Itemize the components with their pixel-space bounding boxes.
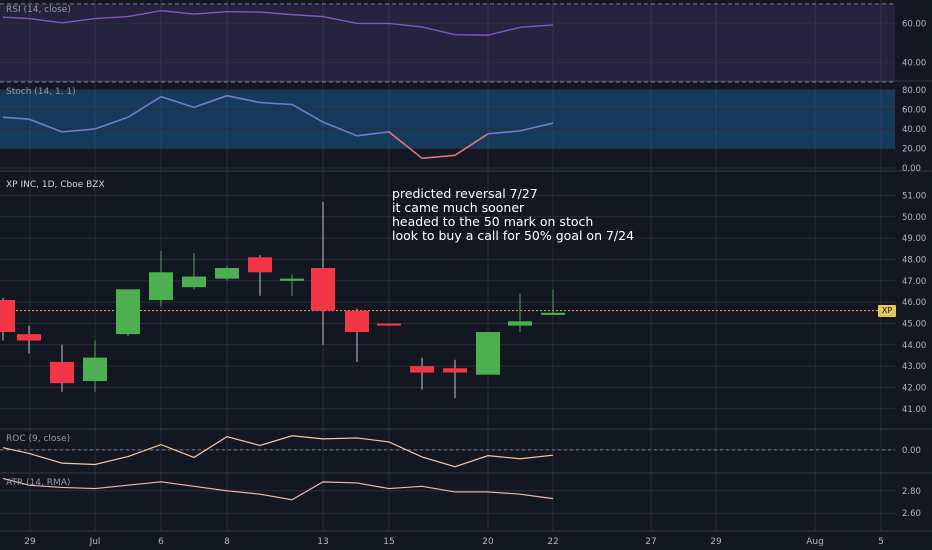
candle-body [443,368,467,373]
x-tick-label: 29 [24,537,36,547]
annotation-line: it came much sooner [392,200,525,215]
candle-body [149,272,173,300]
candle-body [280,278,304,281]
roc-line [2,435,554,468]
y-tick-label: 2.60 [902,509,921,519]
candle-body [83,357,107,382]
y-tick-label: 51.00 [902,191,926,201]
annotation-line: headed to the 50 mark on stoch [392,214,594,229]
rsi-line [2,10,554,36]
y-tick-label: 43.00 [902,362,926,372]
annotation-line: look to buy a call for 50% goal on 7/24 [392,228,635,243]
y-tick-label: 42.00 [902,383,926,393]
candle-body [508,321,532,326]
last-price-tag: XP [878,305,896,317]
roc-panel-label: ROC (9, close) [6,434,71,444]
x-tick-label: 22 [547,537,558,547]
stoch-band [0,89,895,149]
y-tick-label: 60.00 [902,19,926,29]
stoch-k-segment [127,95,162,118]
x-tick-label: 5 [878,537,884,547]
candle-body [50,361,74,384]
y-tick-label: 41.00 [902,405,926,415]
candle-body [182,276,206,288]
y-tick-label: 50.00 [902,213,926,223]
stoch-k-segment [356,131,390,137]
stoch-k-segment [322,121,358,137]
y-tick-label: 40.00 [902,58,926,68]
atr-panel-label: ATR (14, RMA) [6,478,71,488]
candle-body [377,323,401,326]
y-tick-label: 0.00 [902,164,921,174]
x-tick-label: 29 [710,537,722,547]
stoch-k-segment [2,116,30,120]
stoch-k-segment [226,94,261,104]
y-tick-label: 45.00 [902,319,926,329]
y-tick-label: 46.00 [902,298,926,308]
x-tick-label: Aug [806,537,824,547]
y-tick-label: 48.00 [902,255,926,265]
stoch-k-segment [28,118,63,133]
x-tick-label: 13 [317,537,328,547]
y-tick-label: 49.00 [902,234,926,244]
y-tick-label: 60.00 [902,105,926,115]
price-panel-label: XP INC, 1D, Cboe BZX [6,180,105,190]
y-tick-label: 44.00 [902,341,926,351]
y-tick-label: 20.00 [902,144,926,154]
candle-body [476,332,500,375]
y-tick-label: 80.00 [902,86,926,96]
stoch-k-segment [487,130,521,135]
stoch-k-segment [259,101,293,106]
candle-body [17,334,41,341]
y-tick-label: 0.00 [902,446,921,456]
stoch-panel-label: Stoch (14, 1, 1) [6,87,76,97]
x-tick-label: 8 [224,537,230,547]
x-tick-label: 15 [383,537,394,547]
x-tick-label: Jul [89,537,101,547]
y-tick-label: 47.00 [902,277,926,287]
stoch-k-segment [193,94,228,109]
candle-body [248,257,272,273]
stoch-k-segment [94,116,129,130]
stoch-k-segment [160,95,195,109]
stoch-k-segment [421,154,456,160]
y-tick-label: 40.00 [902,125,926,135]
candle-body [541,312,565,315]
stoch-k-segment [454,133,489,157]
x-tick-label: 27 [645,537,656,547]
candle-body [410,366,434,373]
atr-line [2,477,554,501]
y-tick-label: 2.80 [902,487,921,497]
candle-body [0,300,15,332]
rsi-band [0,3,895,82]
candle-body [215,268,239,279]
candle-body [311,268,335,311]
annotation-line: predicted reversal 7/27 [392,186,538,201]
candle-body [116,289,140,335]
stoch-k-segment [388,131,423,159]
chart-annotation[interactable]: predicted reversal 7/27 it came much soo… [392,187,634,243]
x-tick-label: 6 [158,537,164,547]
stoch-k-segment [291,103,324,123]
rsi-panel-label: RSI (14, close) [6,5,71,15]
x-tick-label: 20 [482,537,494,547]
stoch-k-segment [61,128,96,133]
candle-body [345,310,369,332]
stoch-k-segment [519,122,554,132]
